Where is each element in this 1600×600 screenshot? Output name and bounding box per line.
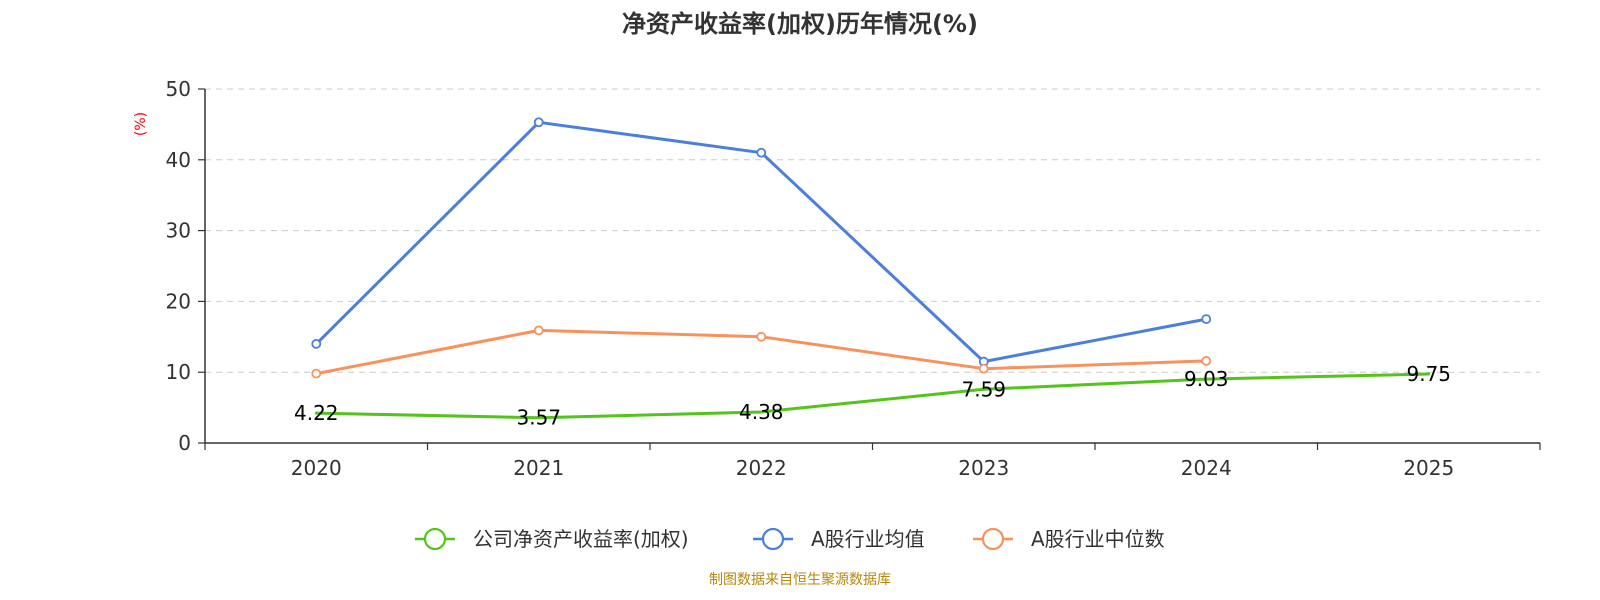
legend-label-2: A股行业中位数 [1031, 527, 1165, 551]
legend-marker-2 [981, 527, 1005, 551]
data-label-2020: 4.22 [294, 401, 339, 425]
data-labels-layer: 4.22 3.57 4.38 7.59 9.03 9.75 [294, 362, 1451, 430]
y-tick-label-3: 30 [166, 219, 191, 243]
data-label-2023: 7.59 [961, 377, 1006, 401]
series-2-point-2023 [978, 363, 989, 374]
data-label-2022: 4.38 [739, 400, 784, 424]
series-2-point-2021 [533, 325, 544, 336]
y-tick-label-5: 50 [166, 77, 191, 101]
series-line-0 [314, 372, 1431, 420]
x-tick-label-2024: 2024 [1181, 456, 1232, 480]
x-tick-label-2025: 2025 [1403, 456, 1454, 480]
y-tick-label-1: 10 [166, 360, 191, 384]
legend-marker-0 [423, 527, 447, 551]
data-source-note: 制图数据来自恒生聚源数据库 [709, 572, 891, 588]
series-2-point-2024 [1201, 355, 1212, 366]
legend-label-0: 公司净资产收益率(加权) [473, 527, 689, 551]
legend-marker-1 [761, 527, 785, 551]
data-label-2024: 9.03 [1184, 367, 1229, 391]
series-line-1 [314, 120, 1208, 364]
x-tick-label-2023: 2023 [958, 456, 1009, 480]
grid-layer [205, 88, 1540, 373]
data-label-2025: 9.75 [1406, 362, 1451, 386]
series-1-point-2022 [756, 147, 767, 158]
y-tick-label-2: 20 [166, 289, 191, 313]
x-tick-label-2020: 2020 [291, 456, 342, 480]
series-2-point-2020 [311, 368, 322, 379]
y-axis-unit-label: (%) [133, 112, 149, 136]
series-1-point-2020 [311, 338, 322, 349]
series-1-point-2024 [1201, 314, 1212, 325]
series-2-point-2022 [756, 331, 767, 342]
legend-label-1: A股行业均值 [811, 527, 925, 551]
series-layer [311, 117, 1431, 420]
data-label-2021: 3.57 [516, 406, 561, 430]
y-tick-label-4: 40 [166, 148, 191, 172]
axes-layer: 0 10 20 30 40 50 2020 2021 2022 2023 2024 2025 [166, 77, 1541, 480]
chart-title: 净资产收益率(加权)历年情况(%) [622, 10, 978, 38]
x-tick-label-2021: 2021 [513, 456, 564, 480]
x-tick-label-2022: 2022 [736, 456, 787, 480]
series-1-point-2021 [533, 117, 544, 128]
y-tick-label-0: 0 [178, 431, 191, 455]
legend: 公司净资产收益率(加权) A股行业均值 A股行业中位数 [415, 527, 1165, 551]
